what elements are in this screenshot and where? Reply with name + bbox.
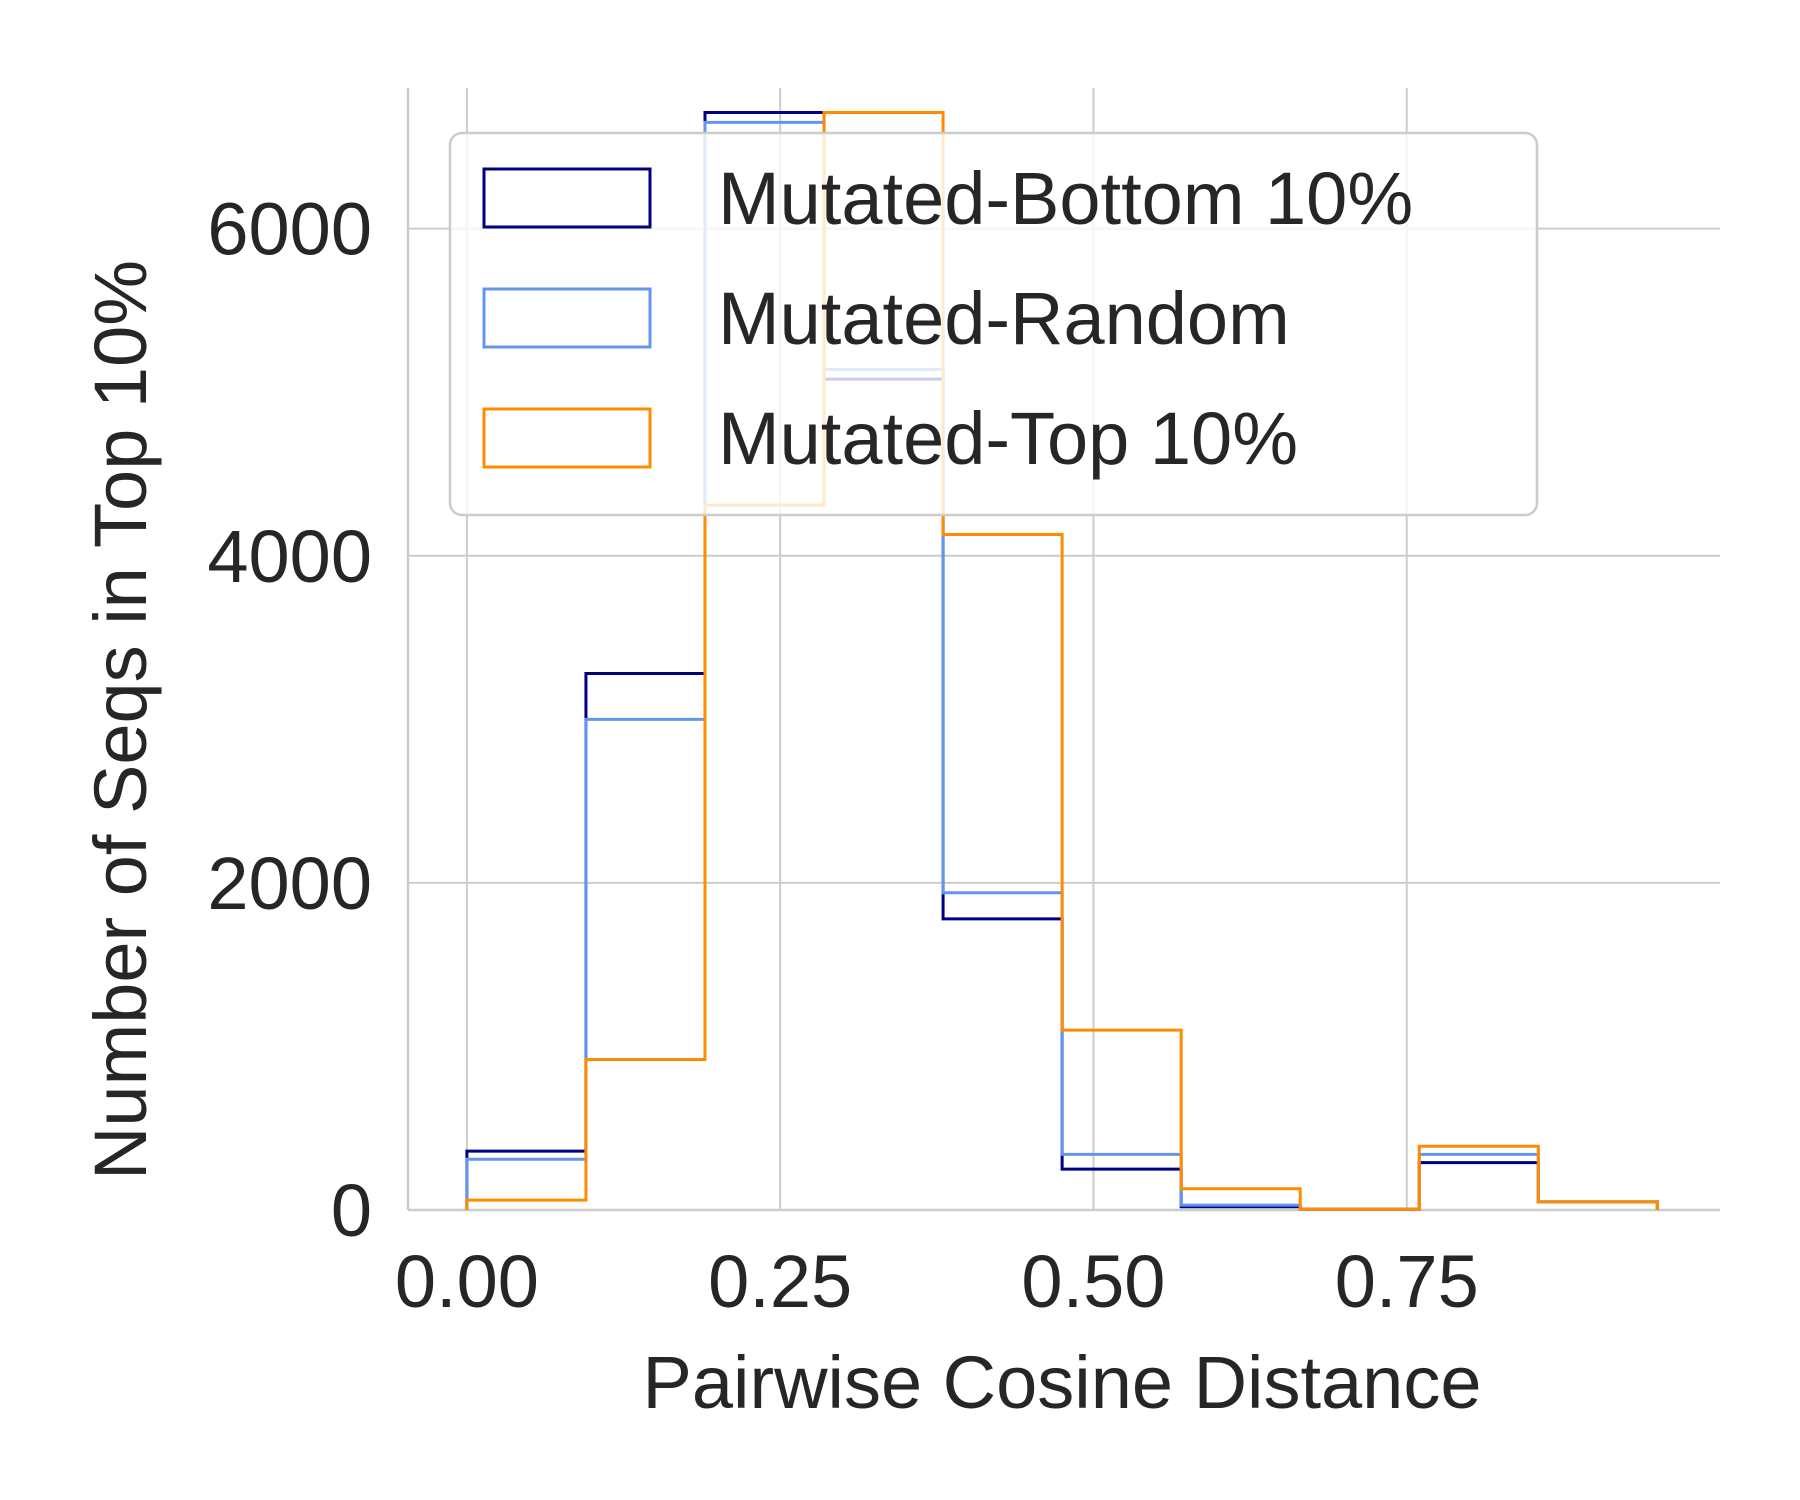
axis-spines (406, 88, 1720, 1212)
x-tick-label: 0.00 (395, 1240, 539, 1323)
x-tick-label: 0.25 (708, 1240, 852, 1323)
legend-entry: Mutated-Bottom 10% (482, 157, 1413, 240)
x-tick-label: 0.50 (1021, 1240, 1165, 1323)
legend-swatch (482, 167, 652, 229)
y-axis-label: Number of Seqs in Top 10% (79, 260, 162, 1180)
x-axis-label: Pairwise Cosine Distance (642, 1341, 1481, 1424)
series-3 (465, 111, 1659, 1211)
series-layer (465, 111, 1659, 1211)
legend-label: Mutated-Top 10% (718, 397, 1298, 480)
legend-entry: Mutated-Random (482, 277, 1290, 360)
legend-label: Mutated-Random (718, 277, 1290, 360)
legend-entry: Mutated-Top 10% (482, 397, 1298, 480)
x-tick-label: 0.75 (1335, 1240, 1479, 1323)
y-tick-label: 6000 (207, 188, 372, 271)
y-tick-label: 4000 (207, 515, 372, 598)
legend-swatch (482, 287, 652, 349)
histogram-step-line (465, 111, 1659, 1211)
x-tick-labels: 0.00 0.25 0.50 0.75 (395, 1240, 1479, 1323)
legend-frame (448, 131, 1539, 517)
y-tick-label: 0 (331, 1169, 372, 1252)
y-tick-label: 2000 (207, 842, 372, 925)
legend: Mutated-Bottom 10% Mutated-Random Mutated-… (448, 131, 1539, 517)
legend-swatch (482, 407, 652, 469)
legend-label: Mutated-Bottom 10% (718, 157, 1413, 240)
y-tick-labels: 0 2000 4000 6000 (207, 188, 372, 1252)
